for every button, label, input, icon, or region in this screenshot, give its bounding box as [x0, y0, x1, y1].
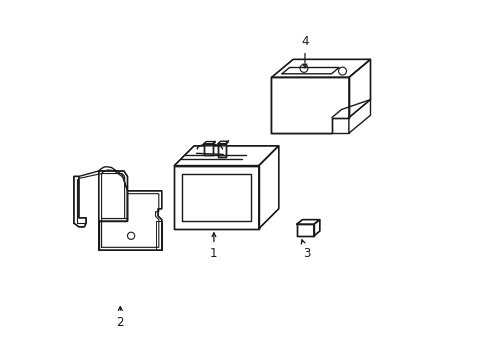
Polygon shape: [271, 59, 370, 77]
Text: 1: 1: [210, 233, 217, 260]
Polygon shape: [271, 77, 348, 133]
Text: 4: 4: [301, 35, 308, 68]
Polygon shape: [203, 144, 212, 155]
Polygon shape: [174, 166, 258, 229]
Polygon shape: [271, 77, 348, 133]
Polygon shape: [296, 224, 313, 236]
Polygon shape: [313, 220, 319, 236]
Text: 2: 2: [116, 307, 124, 329]
Polygon shape: [258, 146, 278, 229]
Polygon shape: [99, 191, 162, 250]
Polygon shape: [99, 171, 127, 221]
Polygon shape: [174, 146, 278, 166]
Polygon shape: [218, 144, 225, 157]
Polygon shape: [348, 59, 370, 133]
Polygon shape: [296, 220, 319, 224]
Polygon shape: [74, 176, 86, 227]
Text: 3: 3: [301, 240, 309, 260]
